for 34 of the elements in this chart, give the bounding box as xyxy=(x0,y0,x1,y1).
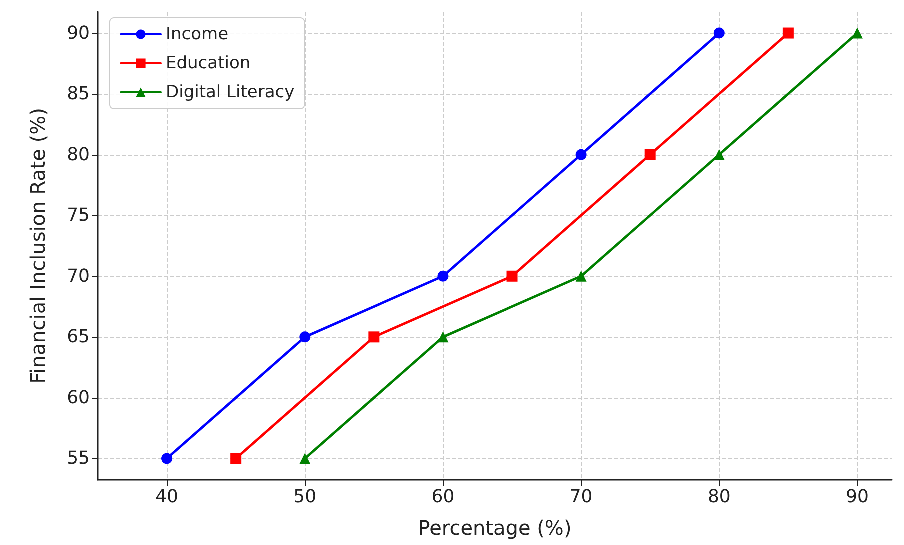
x-tick-label: 80 xyxy=(708,486,731,508)
y-tick-label: 55 xyxy=(67,448,90,470)
y-axis-title: Financial Inclusion Rate (%) xyxy=(26,108,50,384)
point xyxy=(300,453,311,464)
point xyxy=(438,332,449,343)
y-tick-label: 65 xyxy=(67,326,90,348)
y-tick-label: 70 xyxy=(67,266,90,287)
y-tick-label: 90 xyxy=(67,22,90,44)
x-axis-title: Percentage (%) xyxy=(418,516,572,540)
x-tick-label: 90 xyxy=(846,486,869,508)
y-tick-label: 80 xyxy=(67,144,90,166)
point xyxy=(714,149,725,160)
point xyxy=(644,149,656,160)
x-tick-label: 40 xyxy=(156,486,178,508)
x-tick-label: 50 xyxy=(294,486,317,508)
y-tick-label: 85 xyxy=(67,84,90,105)
point xyxy=(782,28,794,39)
point xyxy=(714,28,725,39)
point xyxy=(576,149,587,160)
legend-label: Income xyxy=(166,24,229,44)
point xyxy=(300,332,311,343)
legend-label: Education xyxy=(166,54,251,74)
point xyxy=(162,453,173,464)
point xyxy=(852,28,863,39)
point xyxy=(576,270,587,282)
legend-label: Digital Literacy xyxy=(166,82,295,102)
point xyxy=(506,270,518,282)
x-tick-label: 70 xyxy=(570,486,593,508)
y-tick-label: 60 xyxy=(67,387,90,408)
y-tick-label: 75 xyxy=(67,205,90,226)
point xyxy=(438,270,449,282)
point xyxy=(368,332,380,343)
x-tick-label: 60 xyxy=(432,486,455,508)
point xyxy=(230,453,242,464)
